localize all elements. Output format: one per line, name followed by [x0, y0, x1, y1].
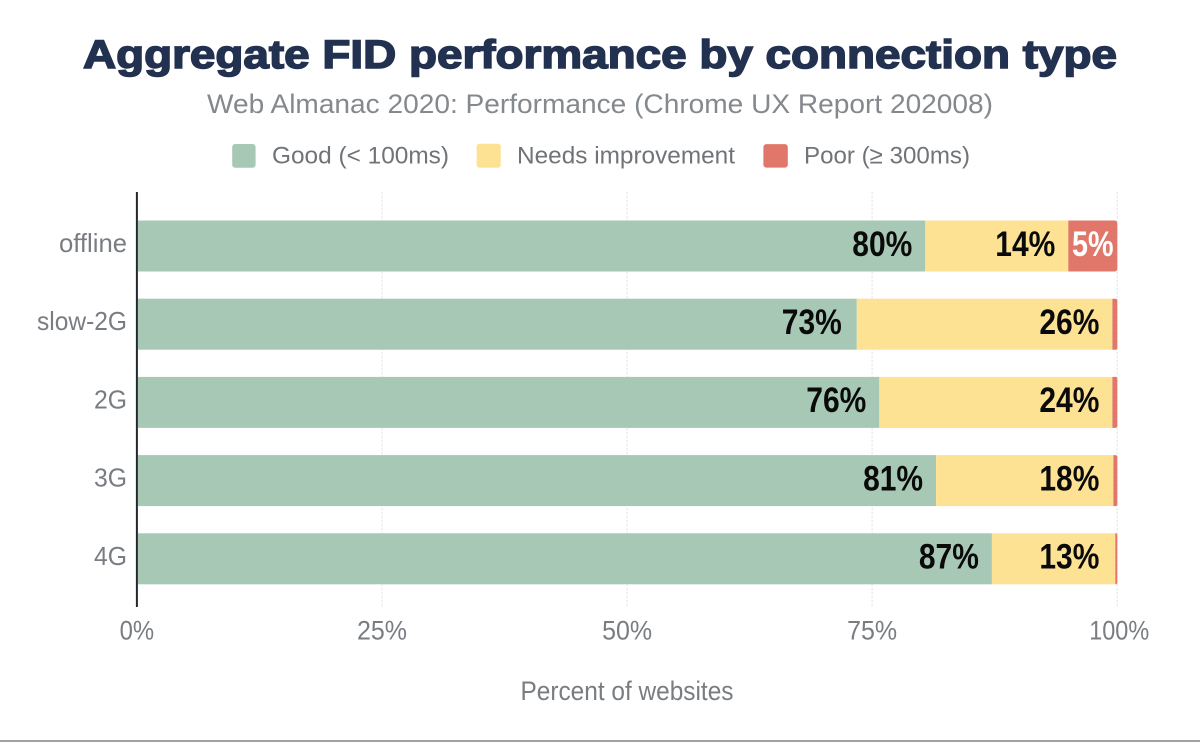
svg-text:25%: 25%: [357, 616, 407, 646]
svg-text:2G: 2G: [94, 384, 127, 414]
svg-text:offline: offline: [59, 228, 127, 258]
svg-text:75%: 75%: [847, 616, 897, 646]
svg-text:73%: 73%: [782, 303, 842, 342]
svg-text:81%: 81%: [863, 459, 923, 498]
svg-text:Percent of websites: Percent of websites: [521, 676, 734, 706]
svg-text:26%: 26%: [1039, 303, 1099, 342]
svg-text:80%: 80%: [852, 225, 912, 264]
svg-text:slow-2G: slow-2G: [37, 306, 127, 336]
svg-text:Needs improvement: Needs improvement: [517, 143, 735, 170]
svg-text:24%: 24%: [1039, 381, 1099, 420]
svg-text:76%: 76%: [806, 381, 866, 420]
svg-text:4G: 4G: [94, 541, 127, 571]
svg-text:100%: 100%: [1089, 616, 1149, 646]
svg-text:Web Almanac 2020: Performance: Web Almanac 2020: Performance (Chrome UX…: [207, 89, 993, 119]
svg-text:Aggregate FID performance by c: Aggregate FID performance by connection …: [83, 33, 1117, 77]
svg-text:Good (< 100ms): Good (< 100ms): [272, 143, 449, 170]
svg-text:5%: 5%: [1072, 225, 1114, 264]
svg-text:3G: 3G: [94, 463, 127, 493]
svg-text:Poor (≥ 300ms): Poor (≥ 300ms): [804, 143, 970, 170]
svg-text:87%: 87%: [919, 538, 979, 577]
svg-text:0%: 0%: [120, 616, 155, 646]
svg-text:13%: 13%: [1039, 538, 1099, 577]
svg-text:18%: 18%: [1039, 459, 1099, 498]
svg-text:50%: 50%: [602, 616, 652, 646]
svg-text:14%: 14%: [995, 225, 1055, 264]
